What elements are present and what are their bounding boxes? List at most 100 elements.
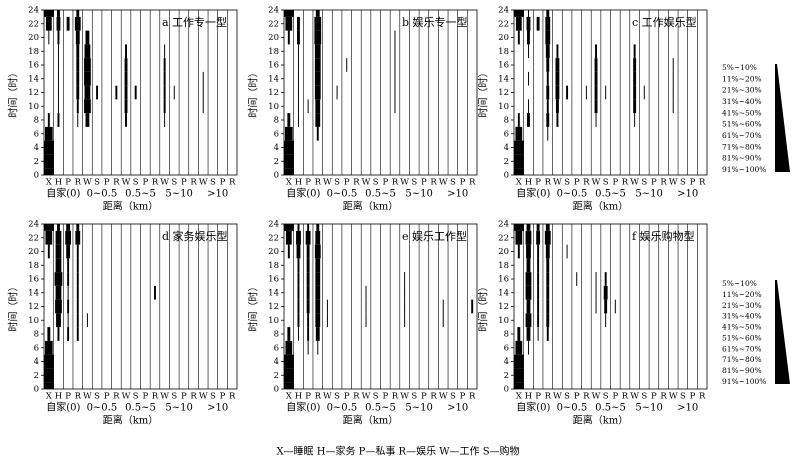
activity-share <box>48 30 50 45</box>
activity-share <box>365 285 367 300</box>
activity-share <box>594 85 598 100</box>
activity-share <box>287 244 290 259</box>
y-tick-label: 18 <box>28 47 39 57</box>
x-axis-label: 距离（km） <box>103 414 159 427</box>
activity-share <box>556 44 559 59</box>
y-tick-label: 18 <box>28 261 39 271</box>
group-label: 0.5~5 <box>125 403 156 414</box>
x-tick-label: H <box>295 392 302 402</box>
activity-share <box>595 44 597 59</box>
y-tick-label: 0 <box>34 385 39 395</box>
activity-share <box>76 224 80 231</box>
activity-share <box>47 113 50 127</box>
activity-share <box>57 224 60 231</box>
x-tick-label: W <box>592 178 601 188</box>
activity-share <box>284 382 294 389</box>
activity-share <box>604 272 607 286</box>
x-tick-label: W <box>122 178 131 188</box>
x-tick-label: W <box>439 178 448 188</box>
legend-label: 21%~30% <box>722 301 762 310</box>
legend-label: 41%~50% <box>722 323 762 332</box>
activity-share <box>307 313 310 328</box>
x-tick-label: W <box>439 392 448 402</box>
group-label: 自家(0) <box>286 401 320 414</box>
x-axis-label: 距离（km） <box>573 200 629 213</box>
activity-share <box>57 10 60 17</box>
activity-share <box>284 224 294 231</box>
activity-share <box>306 258 310 273</box>
x-tick-label: W <box>362 178 371 188</box>
y-tick-label: 22 <box>498 19 509 29</box>
y-tick-label: 16 <box>268 275 279 285</box>
activity-share <box>57 44 59 59</box>
x-tick-label: P <box>535 392 541 402</box>
legend-label: 71%~80% <box>722 355 762 364</box>
activity-share <box>76 313 79 328</box>
panel-title: f 娱乐购物型 <box>632 229 695 243</box>
y-tick-label: 18 <box>268 47 279 57</box>
activity-share <box>84 44 91 59</box>
x-tick-label: X <box>516 392 523 402</box>
y-tick-label: 2 <box>504 157 509 167</box>
activity-share <box>546 113 550 127</box>
activity-share <box>346 58 348 72</box>
x-tick-label: R <box>353 392 360 402</box>
activity-share <box>67 327 70 341</box>
legend-label: 71%~80% <box>722 142 762 151</box>
activity-share <box>57 71 59 86</box>
activity-share <box>86 313 88 328</box>
y-tick-label: 6 <box>34 129 39 139</box>
activity-share <box>56 313 61 328</box>
y-tick-label: 14 <box>268 74 279 84</box>
x-tick-label: R <box>152 178 159 188</box>
activity-share <box>296 230 301 245</box>
activity-share <box>67 299 70 314</box>
x-tick-label: W <box>553 178 562 188</box>
x-tick-label: R <box>660 392 667 402</box>
x-tick-label: W <box>160 392 169 402</box>
activity-share <box>284 10 294 17</box>
legend-label: 11%~20% <box>722 74 762 83</box>
activity-share <box>54 272 63 286</box>
group-label: 0.5~5 <box>365 189 396 200</box>
activity-share <box>595 113 597 127</box>
y-tick-label: 4 <box>274 357 279 367</box>
x-tick-label: R <box>113 392 120 402</box>
y-axis-label: 时间（时） <box>7 68 20 118</box>
activity-share <box>525 230 532 245</box>
y-tick-label: 24 <box>28 6 39 16</box>
y-tick-label: 14 <box>28 288 39 298</box>
x-tick-label: S <box>334 178 340 188</box>
legend-label: 61%~70% <box>722 344 762 353</box>
x-axis-label: 距离（km） <box>343 414 399 427</box>
x-tick-label: P <box>460 178 466 188</box>
activity-share <box>314 44 321 59</box>
x-tick-label: P <box>104 392 110 402</box>
activity-share <box>154 285 156 300</box>
x-tick-label: P <box>220 178 226 188</box>
legend-label: 31%~40% <box>722 97 762 106</box>
activity-share <box>57 58 59 72</box>
activity-share <box>527 71 529 86</box>
activity-share <box>442 299 444 314</box>
x-tick-label: H <box>525 392 532 402</box>
y-tick-label: 24 <box>498 220 509 230</box>
activity-share <box>316 126 319 141</box>
activity-share <box>633 85 637 100</box>
y-tick-label: 6 <box>504 343 509 353</box>
activity-share <box>76 244 79 259</box>
y-tick-label: 18 <box>268 261 279 271</box>
activity-share <box>44 224 54 231</box>
x-tick-label: P <box>142 178 148 188</box>
legend-label: 5%~10% <box>722 63 757 72</box>
activity-share <box>202 71 204 86</box>
activity-share <box>297 224 300 231</box>
x-tick-label: W <box>630 392 639 402</box>
activity-share <box>57 85 59 100</box>
activity-share <box>124 71 128 86</box>
activity-share <box>515 126 523 141</box>
y-axis-label: 时间（时） <box>7 282 20 332</box>
x-tick-label: P <box>421 392 427 402</box>
activity-share <box>595 299 597 314</box>
panel-title: d 家务娱乐型 <box>162 229 228 243</box>
